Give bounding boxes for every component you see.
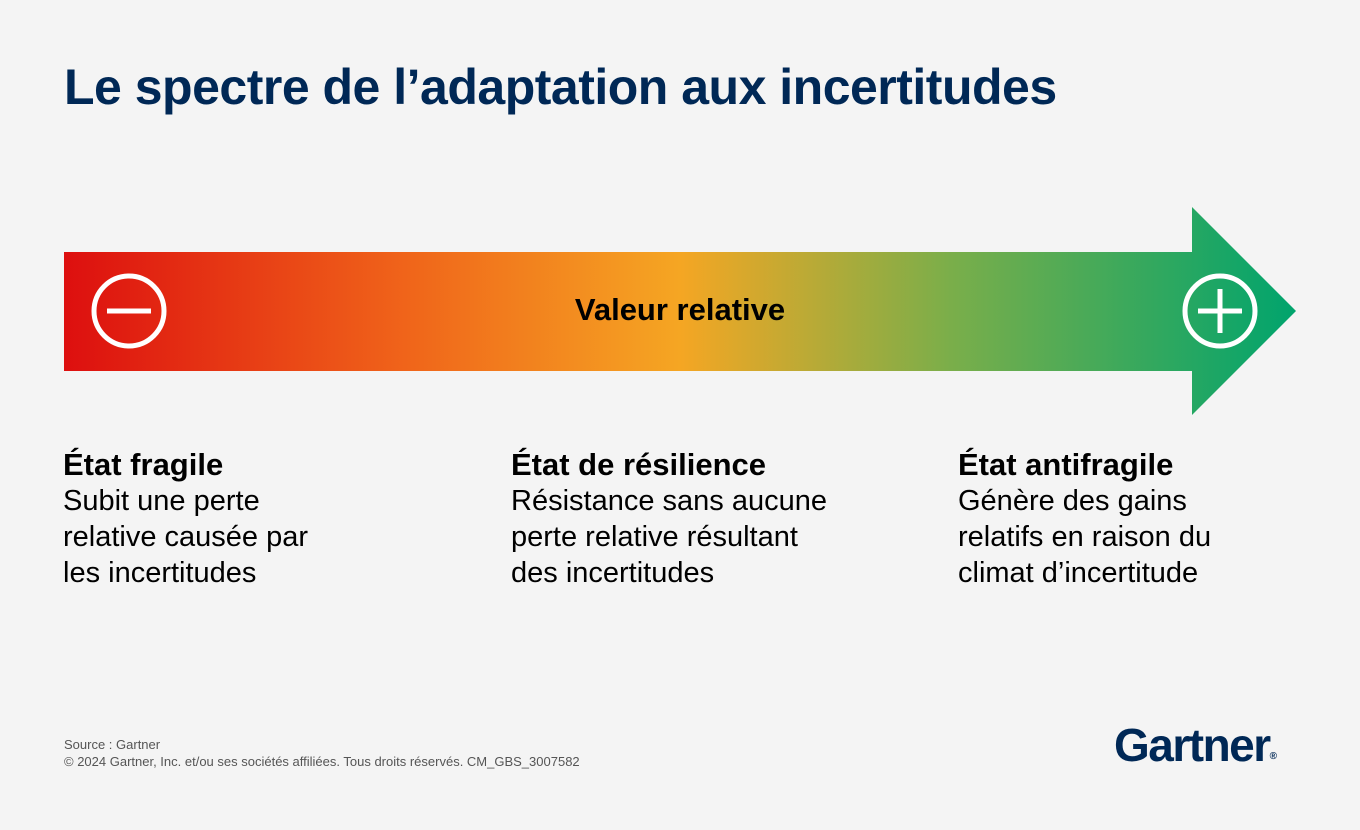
state-heading: État fragile <box>63 447 224 482</box>
state-resilience: État de résilience Résistance sans aucun… <box>511 447 891 591</box>
footer: Source : Gartner © 2024 Gartner, Inc. et… <box>64 736 580 770</box>
state-description: Génère des gains relatifs en raison du c… <box>958 483 1338 591</box>
minus-circle-icon <box>91 273 167 349</box>
source-note: Source : Gartner <box>64 737 161 752</box>
desc-line: les incertitudes <box>63 557 257 589</box>
desc-line: climat d’incertitude <box>958 557 1199 589</box>
gartner-logo: Gartner® <box>1114 718 1277 772</box>
desc-line: perte relative résultant <box>511 521 798 553</box>
page-title: Le spectre de l’adaptation aux incertitu… <box>64 59 1057 115</box>
spectrum-arrow-shape <box>64 207 1296 415</box>
state-description: Subit une perte relative causée par les … <box>63 483 443 591</box>
state-heading: État de résilience <box>511 447 767 482</box>
copyright-note: © 2024 Gartner, Inc. et/ou ses sociétés … <box>64 754 580 769</box>
desc-line: relative causée par <box>63 521 309 553</box>
spectrum-label: Valeur relative <box>574 292 786 327</box>
desc-line: Subit une perte <box>63 485 260 517</box>
state-description: Résistance sans aucune perte relative ré… <box>511 483 891 591</box>
state-heading: État antifragile <box>958 447 1174 482</box>
desc-line: relatifs en raison du <box>958 521 1212 553</box>
desc-line: des incertitudes <box>511 557 715 589</box>
desc-line: Génère des gains <box>958 485 1187 517</box>
state-fragile: État fragile Subit une perte relative ca… <box>63 447 443 591</box>
state-antifragile: État antifragile Génère des gains relati… <box>958 447 1338 591</box>
logo-text: Gartner <box>1114 719 1271 771</box>
desc-line: Résistance sans aucune <box>511 485 827 517</box>
plus-circle-icon <box>1182 273 1258 349</box>
registered-mark: ® <box>1269 751 1278 762</box>
